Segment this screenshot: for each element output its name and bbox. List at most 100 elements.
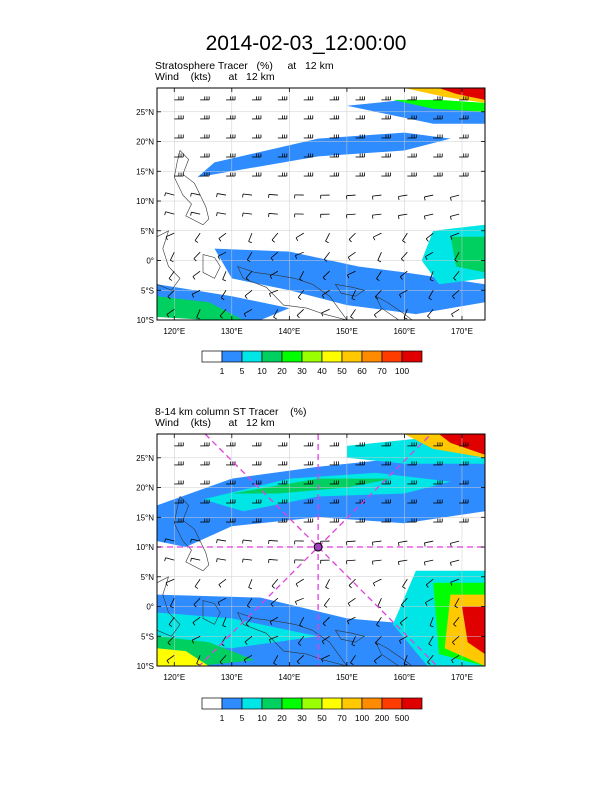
wind-barb (429, 271, 434, 282)
wind-barb (174, 115, 184, 120)
wind-barb (174, 461, 184, 466)
wind-barb (433, 461, 443, 466)
x-tick-label: 120°E (163, 327, 185, 336)
wind-barb (277, 115, 288, 120)
wind-barb (381, 96, 391, 101)
wind-barb (216, 193, 227, 198)
wind-barb (166, 308, 175, 318)
colorbar-swatch (361, 350, 383, 363)
wind-barb (193, 597, 201, 608)
tracer-region-1 (157, 451, 485, 547)
wind-barb (346, 540, 356, 546)
colorbar-swatch (381, 697, 403, 710)
wind-barb (424, 559, 434, 566)
colorbar-swatch (401, 697, 423, 710)
wind-barb (381, 115, 391, 120)
wind-barb (277, 442, 288, 447)
wind-barb (219, 655, 227, 665)
wind-barb (381, 134, 391, 139)
wind-barb (424, 213, 434, 220)
colorbar-label: 30 (297, 366, 307, 376)
wind-barb (381, 172, 391, 177)
wind-barb (372, 578, 382, 587)
wind-barb (216, 558, 227, 563)
colorbar-svg-2: 1 5 10 20 30 50 70 100 200 500 (201, 697, 423, 723)
y-tick-label: 5°S (141, 286, 154, 295)
colorbar-label: 10 (257, 713, 267, 723)
wind-barb (242, 539, 252, 544)
wind-barb (347, 597, 356, 607)
wind-barb (372, 540, 382, 546)
map-content (157, 434, 485, 666)
wind-barb (433, 115, 443, 120)
wind-barb (407, 172, 417, 177)
wind-barb (226, 96, 236, 101)
wind-barb (427, 655, 434, 665)
wind-barb (407, 461, 417, 466)
wind-barb (433, 499, 443, 504)
wind-barb (217, 251, 227, 260)
y-tick-label: 20°N (136, 138, 154, 147)
wind-barb (268, 194, 278, 198)
wind-barb (166, 654, 175, 664)
wind-barb (453, 616, 460, 627)
coastline-1 (173, 495, 210, 572)
wind-barb (402, 232, 408, 243)
colorbar-swatch (261, 350, 283, 363)
y-tick-label: 15°N (136, 167, 154, 176)
colorbar-label: 40 (317, 366, 327, 376)
colorbar-label: 100 (395, 366, 409, 376)
wind-barb (200, 172, 210, 177)
wind-barb (355, 172, 365, 177)
tracer-region-2 (214, 248, 485, 315)
wind-barb (191, 289, 201, 298)
panel1-subtitle: Wind (kts) at 12 km (155, 71, 275, 83)
y-tick-label: 0° (146, 603, 154, 612)
wind-barb (174, 134, 184, 139)
wind-barb (251, 480, 262, 485)
wind-barb (297, 290, 305, 300)
wind-barb (381, 442, 391, 447)
wind-barb (303, 134, 314, 139)
x-tick-label: 160°E (393, 673, 415, 682)
map-svg-1: 120°E 130°E 140°E 150°E 160°E 170°E 25°N 20°N 15… (136, 87, 486, 336)
wind-barb (174, 442, 184, 447)
coastline-2 (237, 611, 348, 666)
colorbar-label: 20 (277, 713, 287, 723)
wind-barb (407, 499, 417, 504)
colorbar-swatch (241, 697, 263, 710)
wind-barb (277, 172, 288, 177)
wind-barb (433, 480, 443, 485)
wind-barb (372, 194, 382, 200)
crosshair-center (313, 542, 323, 552)
colorbar-label: 70 (377, 366, 387, 376)
wind-barb (270, 597, 279, 607)
y-tick-label: 5°N (141, 573, 155, 582)
wind-barb (194, 232, 201, 243)
colorbar-label: 60 (357, 366, 367, 376)
wind-barb (242, 212, 252, 217)
y-tick-label: 25°N (136, 108, 154, 117)
wind-barb (294, 540, 304, 545)
wind-barb (190, 538, 201, 543)
wind-barb (220, 290, 227, 301)
wind-barb (459, 96, 469, 101)
wind-barb (226, 499, 236, 504)
wind-barb (346, 194, 356, 200)
wind-barb (372, 232, 382, 241)
wind-barb (269, 616, 279, 626)
x-tick-label: 170°E (451, 327, 473, 336)
column-st-tracer-map: 120°E 130°E 140°E 150°E 160°E 170°E 25°N 20°N 15… (115, 432, 515, 732)
wind-barb (167, 289, 175, 300)
wind-barb (174, 96, 184, 101)
wind-barb (246, 597, 253, 609)
map-content (157, 88, 485, 320)
wind-barb (321, 289, 330, 299)
coastline-5 (334, 283, 365, 297)
colorbar-label: 50 (337, 366, 347, 376)
colorbar-swatch (281, 350, 303, 363)
y-tick-label: 10°N (136, 197, 154, 206)
wind-barb (164, 192, 175, 197)
wind-barb (451, 308, 460, 318)
colorbar-label: 20 (277, 366, 287, 376)
